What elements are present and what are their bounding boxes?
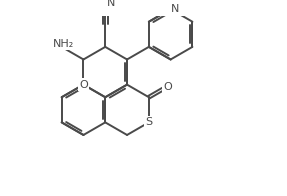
Text: O: O bbox=[79, 80, 88, 90]
Text: NH₂: NH₂ bbox=[53, 39, 74, 49]
Text: N: N bbox=[106, 0, 115, 8]
Text: S: S bbox=[145, 117, 152, 127]
Text: N: N bbox=[171, 4, 179, 14]
Text: O: O bbox=[163, 82, 172, 92]
